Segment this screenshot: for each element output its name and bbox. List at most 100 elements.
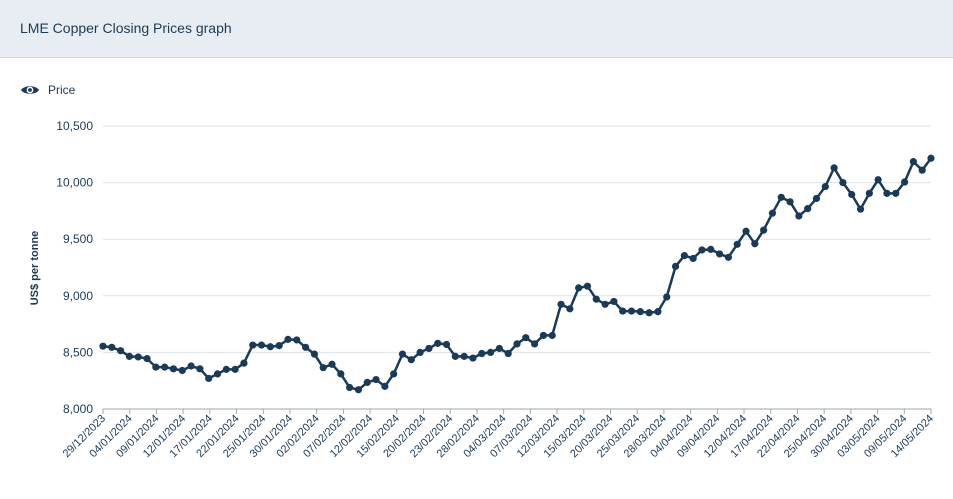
data-point[interactable] [848, 190, 856, 199]
data-point[interactable] [680, 252, 688, 260]
data-point[interactable] [707, 245, 715, 253]
data-point[interactable] [804, 205, 812, 213]
data-point[interactable] [522, 334, 530, 342]
data-point[interactable] [169, 365, 178, 373]
data-point[interactable] [460, 352, 468, 360]
data-point[interactable] [733, 240, 741, 248]
data-point[interactable] [539, 331, 548, 340]
data-point[interactable] [751, 240, 759, 248]
data-point[interactable] [874, 176, 882, 184]
data-point[interactable] [390, 370, 398, 378]
data-point[interactable] [222, 365, 230, 373]
data-point[interactable] [927, 154, 935, 162]
data-point[interactable] [486, 348, 495, 356]
data-point[interactable] [337, 370, 345, 378]
data-point[interactable] [865, 189, 873, 197]
data-point[interactable] [372, 375, 380, 384]
data-point[interactable] [909, 158, 917, 166]
data-point[interactable] [469, 354, 477, 362]
data-point[interactable] [161, 363, 169, 371]
data-point[interactable] [231, 365, 239, 373]
data-point[interactable] [812, 194, 821, 203]
data-point[interactable] [610, 297, 618, 306]
data-point[interactable] [760, 226, 768, 234]
data-point[interactable] [143, 355, 151, 363]
data-point[interactable] [557, 300, 565, 308]
data-point[interactable] [575, 284, 583, 292]
data-point[interactable] [416, 348, 424, 356]
data-point[interactable] [548, 331, 556, 340]
data-point[interactable] [698, 246, 706, 254]
data-point[interactable] [619, 307, 627, 315]
data-point[interactable] [213, 370, 222, 378]
data-point[interactable] [293, 336, 301, 344]
data-point[interactable] [152, 363, 160, 371]
data-point[interactable] [821, 182, 829, 191]
data-point[interactable] [407, 356, 415, 364]
data-point[interactable] [892, 189, 900, 197]
data-point[interactable] [381, 382, 389, 390]
data-point[interactable] [398, 350, 407, 358]
data-point[interactable] [768, 209, 777, 217]
data-point[interactable] [346, 383, 354, 392]
y-tick-label: 9,000 [63, 289, 93, 303]
data-point[interactable] [856, 205, 865, 213]
data-point[interactable] [301, 343, 310, 351]
data-point[interactable] [363, 378, 371, 386]
data-point[interactable] [883, 189, 891, 197]
data-point[interactable] [196, 365, 204, 373]
legend-item-price[interactable]: Price [20, 81, 75, 99]
data-point[interactable] [636, 308, 644, 316]
data-point[interactable] [583, 282, 592, 290]
chart-header: LME Copper Closing Prices graph [0, 0, 953, 58]
data-point[interactable] [310, 350, 319, 358]
data-point[interactable] [442, 340, 451, 349]
data-point[interactable] [531, 340, 539, 348]
data-point[interactable] [513, 340, 521, 348]
data-point[interactable] [495, 344, 503, 353]
data-point[interactable] [795, 212, 803, 220]
data-point[interactable] [451, 352, 459, 360]
data-point[interactable] [134, 353, 142, 361]
data-point[interactable] [663, 293, 671, 301]
data-point[interactable] [592, 295, 600, 303]
data-point[interactable] [117, 347, 125, 355]
data-point[interactable] [434, 339, 442, 347]
data-point[interactable] [742, 227, 750, 235]
data-point[interactable] [715, 250, 724, 258]
data-point[interactable] [178, 366, 186, 375]
data-point[interactable] [645, 309, 653, 317]
data-point[interactable] [257, 341, 266, 349]
data-point[interactable] [425, 344, 433, 353]
data-point[interactable] [839, 179, 847, 187]
data-point[interactable] [319, 364, 327, 372]
data-point[interactable] [724, 253, 733, 261]
data-point[interactable] [504, 349, 512, 358]
data-point[interactable] [601, 300, 609, 308]
data-point[interactable] [284, 335, 292, 343]
data-point[interactable] [689, 254, 697, 263]
axes: 8,0008,5009,0009,50010,00010,50029/12/20… [56, 119, 936, 460]
data-point[interactable] [240, 359, 248, 367]
data-point[interactable] [354, 386, 363, 394]
chart-title: LME Copper Closing Prices graph [20, 20, 232, 36]
data-point[interactable] [125, 352, 134, 360]
data-point[interactable] [99, 342, 107, 350]
data-point[interactable] [266, 343, 274, 351]
data-point[interactable] [627, 307, 636, 315]
data-point[interactable] [205, 374, 213, 383]
data-point[interactable] [478, 349, 486, 358]
data-point[interactable] [830, 164, 838, 172]
data-point[interactable] [671, 262, 680, 270]
data-point[interactable] [187, 362, 195, 370]
data-point[interactable] [900, 178, 909, 186]
data-point[interactable] [786, 198, 794, 206]
data-point[interactable] [328, 360, 336, 368]
data-point[interactable] [566, 305, 574, 313]
data-point[interactable] [275, 342, 283, 350]
data-point[interactable] [108, 343, 116, 351]
data-point[interactable] [654, 308, 662, 316]
data-point[interactable] [777, 193, 785, 201]
data-point[interactable] [918, 166, 926, 174]
data-point[interactable] [249, 341, 257, 349]
